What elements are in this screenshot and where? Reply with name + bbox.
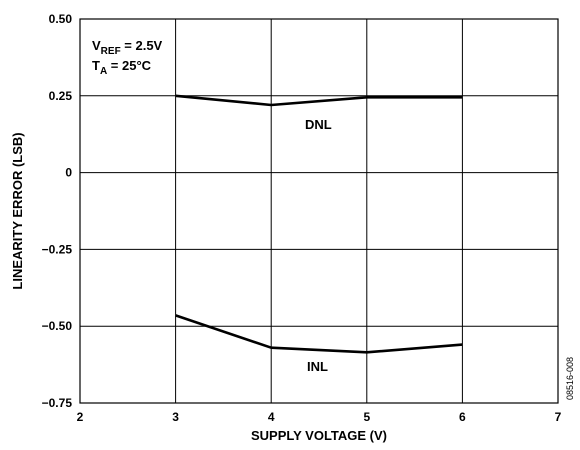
series-label-dnl: DNL xyxy=(305,117,332,132)
x-tick-label: 3 xyxy=(172,410,179,424)
plot-frame xyxy=(79,18,559,404)
series-lines xyxy=(175,94,463,354)
series-line-inl xyxy=(175,314,463,354)
figure-id: 08516-008 xyxy=(565,357,575,400)
y-tick-label: 0 xyxy=(65,166,72,180)
y-tick-labels: 0.50 0.25 0 −0.25 −0.50 −0.75 xyxy=(42,12,73,410)
x-tick-label: 2 xyxy=(77,410,84,424)
series-label-inl: INL xyxy=(307,359,328,374)
y-tick-label: 0.50 xyxy=(49,12,73,26)
y-tick-label: −0.75 xyxy=(42,396,73,410)
plot-background xyxy=(80,19,558,403)
y-tick-label: −0.50 xyxy=(42,319,73,333)
y-axis-label: LINEARITY ERROR (LSB) xyxy=(10,132,25,289)
condition-vref: VREF = 2.5V xyxy=(92,38,163,57)
x-tick-label: 6 xyxy=(459,410,466,424)
y-tick-label: 0.25 xyxy=(49,89,73,103)
y-tick-label: −0.25 xyxy=(42,242,73,256)
series-line-dnl xyxy=(175,94,463,107)
grid-lines xyxy=(80,19,558,403)
condition-ta: TA = 25°C xyxy=(92,58,152,77)
x-tick-labels: 2 3 4 5 6 7 xyxy=(77,410,562,424)
x-axis-label: SUPPLY VOLTAGE (V) xyxy=(251,428,387,443)
x-tick-label: 5 xyxy=(363,410,370,424)
x-tick-label: 7 xyxy=(555,410,562,424)
x-tick-label: 4 xyxy=(268,410,275,424)
